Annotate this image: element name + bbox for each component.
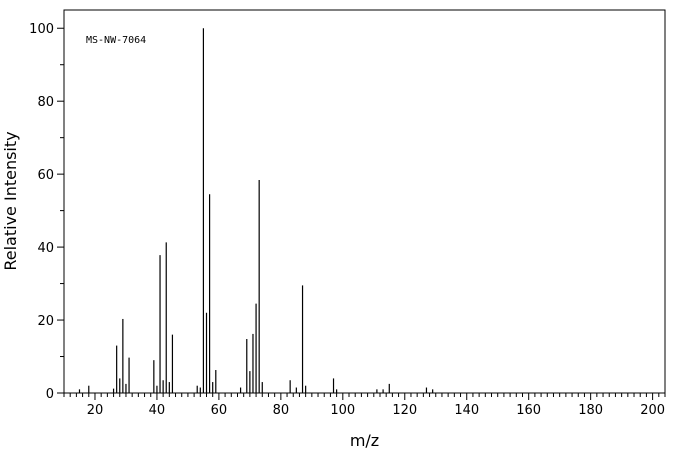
y-tick-label: 80 — [37, 95, 54, 110]
y-axis-ticks: 0 20 40 60 80 100 — [29, 22, 64, 402]
plot-frame — [63, 9, 666, 394]
y-tick-label: 60 — [37, 168, 54, 183]
x-tick-label: 40 — [149, 403, 166, 418]
x-tick-label: 80 — [273, 403, 290, 418]
x-tick-label: 140 — [454, 403, 479, 418]
y-axis-title: Relative Intensity — [1, 131, 20, 270]
x-tick-label: 60 — [211, 403, 228, 418]
y-tick-label: 40 — [37, 241, 54, 256]
x-tick-label: 160 — [516, 403, 541, 418]
y-tick-label: 100 — [29, 22, 54, 37]
spectrum-id-annotation: MS-NW-7064 — [86, 35, 146, 46]
x-axis-ticks: 20 40 60 80 100 120 140 160 180 200 — [63, 393, 666, 418]
x-tick-label: 100 — [330, 403, 355, 418]
x-tick-label: 200 — [640, 403, 665, 418]
x-tick-label: 120 — [392, 403, 417, 418]
x-tick-label: 180 — [578, 403, 603, 418]
x-axis-title: m/z — [350, 431, 379, 450]
y-tick-label: 20 — [37, 314, 54, 329]
y-tick-label: 0 — [46, 387, 54, 402]
x-tick-label: 20 — [87, 403, 104, 418]
spectrum-peaks — [78, 28, 434, 393]
